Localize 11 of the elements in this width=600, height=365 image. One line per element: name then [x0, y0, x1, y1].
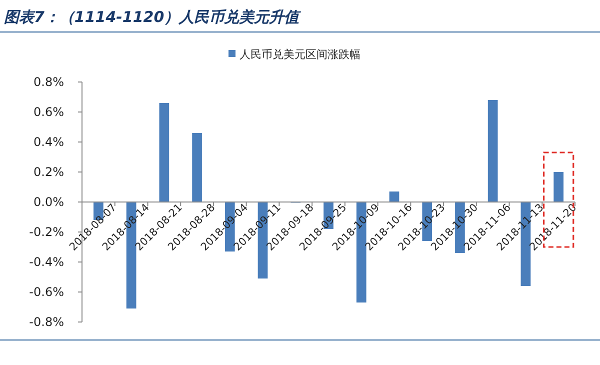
y-tick-label: -0.4% — [29, 255, 64, 269]
y-tick-label: 0.0% — [34, 195, 64, 209]
y-tick-label: -0.2% — [29, 225, 64, 239]
legend: 人民币兑美元区间涨跌幅 — [228, 48, 360, 61]
y-tick-label: -0.6% — [29, 285, 64, 299]
y-tick-label: 0.2% — [34, 165, 64, 179]
y-tick-label: 0.4% — [34, 135, 64, 149]
chart-title: 图表7：（1114-1120）人民币兑美元升值 — [4, 8, 302, 26]
y-tick-label: 0.6% — [34, 105, 64, 119]
y-tick-label: -0.8% — [29, 315, 64, 329]
y-tick-label: 0.8% — [34, 75, 64, 89]
